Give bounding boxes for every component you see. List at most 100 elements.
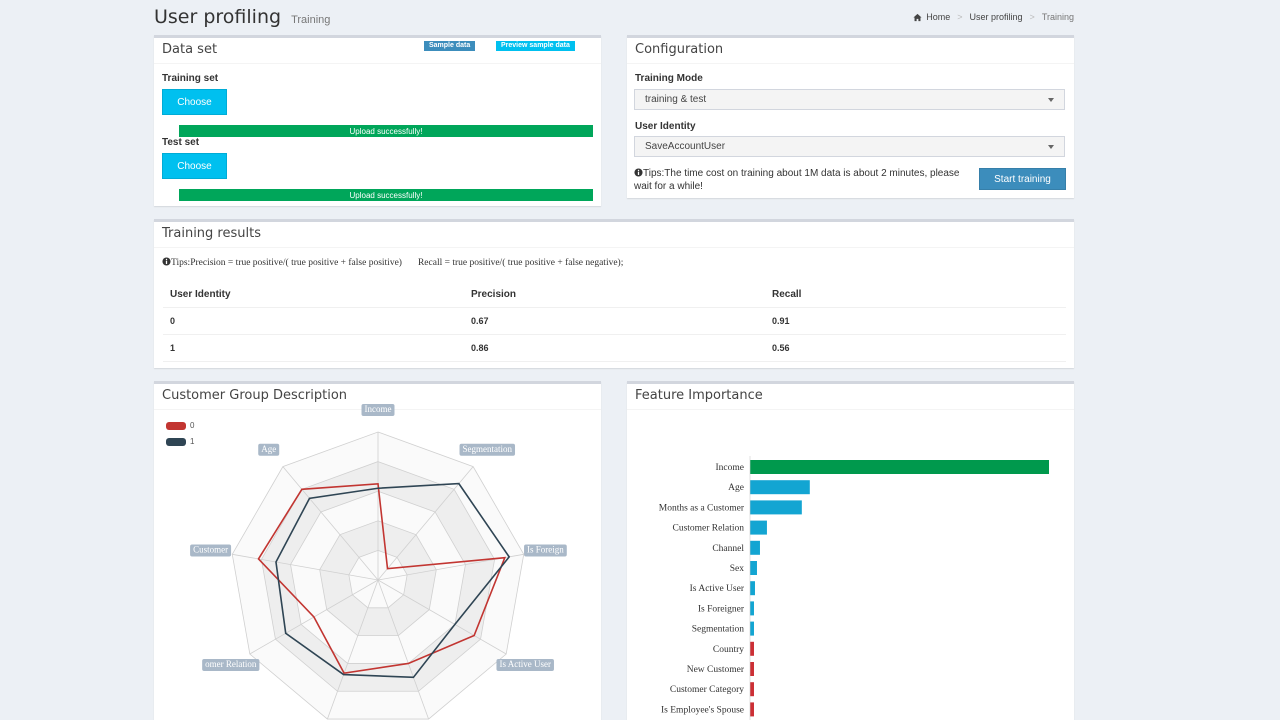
- radar-axis: [377, 579, 507, 655]
- info-icon: [634, 168, 643, 177]
- radar-indicator-label-bg: [524, 544, 567, 557]
- bar-label: Channel: [712, 544, 744, 554]
- bar-new-customer: [750, 662, 754, 676]
- training-tips: Tips:The time cost on training about 1M …: [634, 167, 979, 193]
- sample-data-button[interactable]: Sample data: [424, 41, 476, 51]
- test-set-label: Test set: [162, 137, 200, 148]
- dataset-box-header: Data set Sample data Preview sample data: [154, 38, 601, 64]
- start-training-button[interactable]: Start training: [979, 168, 1066, 190]
- bar-age: [750, 480, 810, 495]
- legend-label: 0: [190, 421, 195, 430]
- training-mode-value: training & test: [645, 94, 707, 105]
- customer-group-title: Customer Group Description: [162, 388, 348, 403]
- user-identity-value: SaveAccountUser: [645, 141, 726, 152]
- radar-indicator-label: omer Relation: [205, 659, 257, 669]
- feature-importance-box: Feature Importance Income Age Months as a …: [627, 381, 1074, 720]
- column-header-precision: Precision: [464, 283, 765, 308]
- bar-is-foreigner: [750, 601, 754, 616]
- breadcrumb-separator: >: [1029, 12, 1035, 22]
- feature-importance-header: Feature Importance: [627, 384, 1074, 410]
- radar-indicator-label: Income: [365, 404, 392, 414]
- legend-swatch: [166, 437, 186, 446]
- bar-label: Segmentation: [692, 625, 744, 635]
- table-cell: 0.67: [464, 307, 765, 335]
- legend-swatch: [166, 421, 186, 430]
- bar-channel: [750, 540, 760, 555]
- page-subtitle: Training: [291, 14, 331, 26]
- radar-axis: [377, 579, 429, 720]
- radar-indicator-label-bg: [361, 404, 395, 416]
- table-cell: 0.91: [765, 307, 1066, 335]
- breadcrumb-separator: >: [957, 12, 963, 22]
- bar-is-active-user: [750, 581, 755, 596]
- feature-importance-title: Feature Importance: [635, 388, 763, 403]
- training-tips-text: Tips:The time cost on training about 1M …: [634, 168, 960, 192]
- bar-segmentation: [750, 621, 754, 636]
- radar-axis: [327, 579, 379, 720]
- column-header-user-identity: User Identity: [163, 283, 464, 308]
- radar-indicator-label: Is Foreign: [527, 545, 564, 555]
- page-title: User profiling: [154, 6, 282, 28]
- bar-label: Customer Category: [670, 685, 744, 695]
- radar-indicator-label-bg: [190, 544, 232, 557]
- bar-label: Is Active User: [690, 584, 745, 594]
- bar-label: Is Employee's Spouse: [661, 705, 744, 715]
- radar-indicator-label: Is Active User: [499, 659, 551, 669]
- bar-country: [750, 641, 754, 656]
- radar-indicator-label-bg: [258, 443, 280, 456]
- bar-label: Sex: [730, 564, 745, 574]
- training-set-label: Training set: [162, 73, 219, 84]
- radar-indicator-label: Segmentation: [463, 444, 513, 454]
- table-cell: 0.86: [464, 334, 765, 362]
- radar-indicator-label: Age: [261, 444, 276, 454]
- radar-series-1: [275, 482, 511, 679]
- table-cell: 0: [163, 307, 464, 335]
- radar-indicator-label-bg: [202, 659, 260, 671]
- column-header-recall: Recall: [765, 283, 1066, 308]
- configuration-title: Configuration: [635, 42, 724, 57]
- preview-sample-data-button[interactable]: Preview sample data: [496, 41, 575, 51]
- radar-series-0: [257, 482, 507, 675]
- results-table: User Identity Precision Recall 0 0.67 0.…: [163, 283, 1066, 362]
- training-set-choose-button[interactable]: Choose: [162, 89, 227, 115]
- customer-group-box: Customer Group Description 0 1 Income Seg…: [154, 381, 601, 720]
- configuration-box-header: Configuration: [627, 38, 1074, 64]
- table-row: 1 0.86 0.56: [163, 334, 1066, 362]
- bar-label: Country: [713, 645, 744, 655]
- test-set-choose-button[interactable]: Choose: [162, 153, 227, 179]
- table-cell: 0.56: [765, 334, 1066, 362]
- breadcrumb: Home > User profiling > Training: [913, 12, 1074, 22]
- legend-item-0[interactable]: 0: [166, 421, 194, 430]
- training-results-header: Training results: [154, 222, 1074, 248]
- bar-months-as-a-customer: [750, 500, 802, 515]
- table-header-row: User Identity Precision Recall: [163, 283, 1066, 308]
- user-identity-label: User Identity: [635, 121, 696, 132]
- table-row: 0 0.67 0.91: [163, 307, 1066, 335]
- radar-chart: Income Segmentation Is Foreign Is Active Us…: [190, 404, 567, 720]
- breadcrumb-user-profiling[interactable]: User profiling: [969, 12, 1023, 22]
- info-icon: [162, 257, 171, 266]
- radar-indicator-label: Customer: [193, 545, 228, 555]
- radar-indicator-label-bg: [496, 659, 554, 671]
- training-upload-progress: Upload successfully!: [179, 125, 593, 137]
- page-header: User profiling Training: [154, 6, 330, 28]
- legend-item-1[interactable]: 1: [166, 437, 194, 446]
- training-results-title: Training results: [162, 226, 261, 241]
- bar-label: Income: [716, 463, 745, 473]
- dataset-title: Data set: [162, 42, 218, 57]
- breadcrumb-home[interactable]: Home: [926, 12, 951, 22]
- bar-label: Months as a Customer: [659, 503, 745, 513]
- training-mode-label: Training Mode: [635, 73, 703, 84]
- bar-income: [750, 460, 1049, 474]
- chevron-down-icon: [1048, 145, 1054, 149]
- bar-label: Age: [728, 483, 744, 493]
- radar-axis: [377, 466, 474, 581]
- user-identity-select[interactable]: SaveAccountUser: [634, 136, 1065, 157]
- table-cell: 1: [163, 334, 464, 362]
- bar-customer-category: [750, 682, 754, 697]
- radar-axis: [282, 466, 379, 581]
- configuration-box: Configuration Training Mode training & t…: [627, 35, 1074, 198]
- home-icon: [913, 13, 922, 21]
- radar-axis: [232, 553, 379, 581]
- training-mode-select[interactable]: training & test: [634, 89, 1065, 110]
